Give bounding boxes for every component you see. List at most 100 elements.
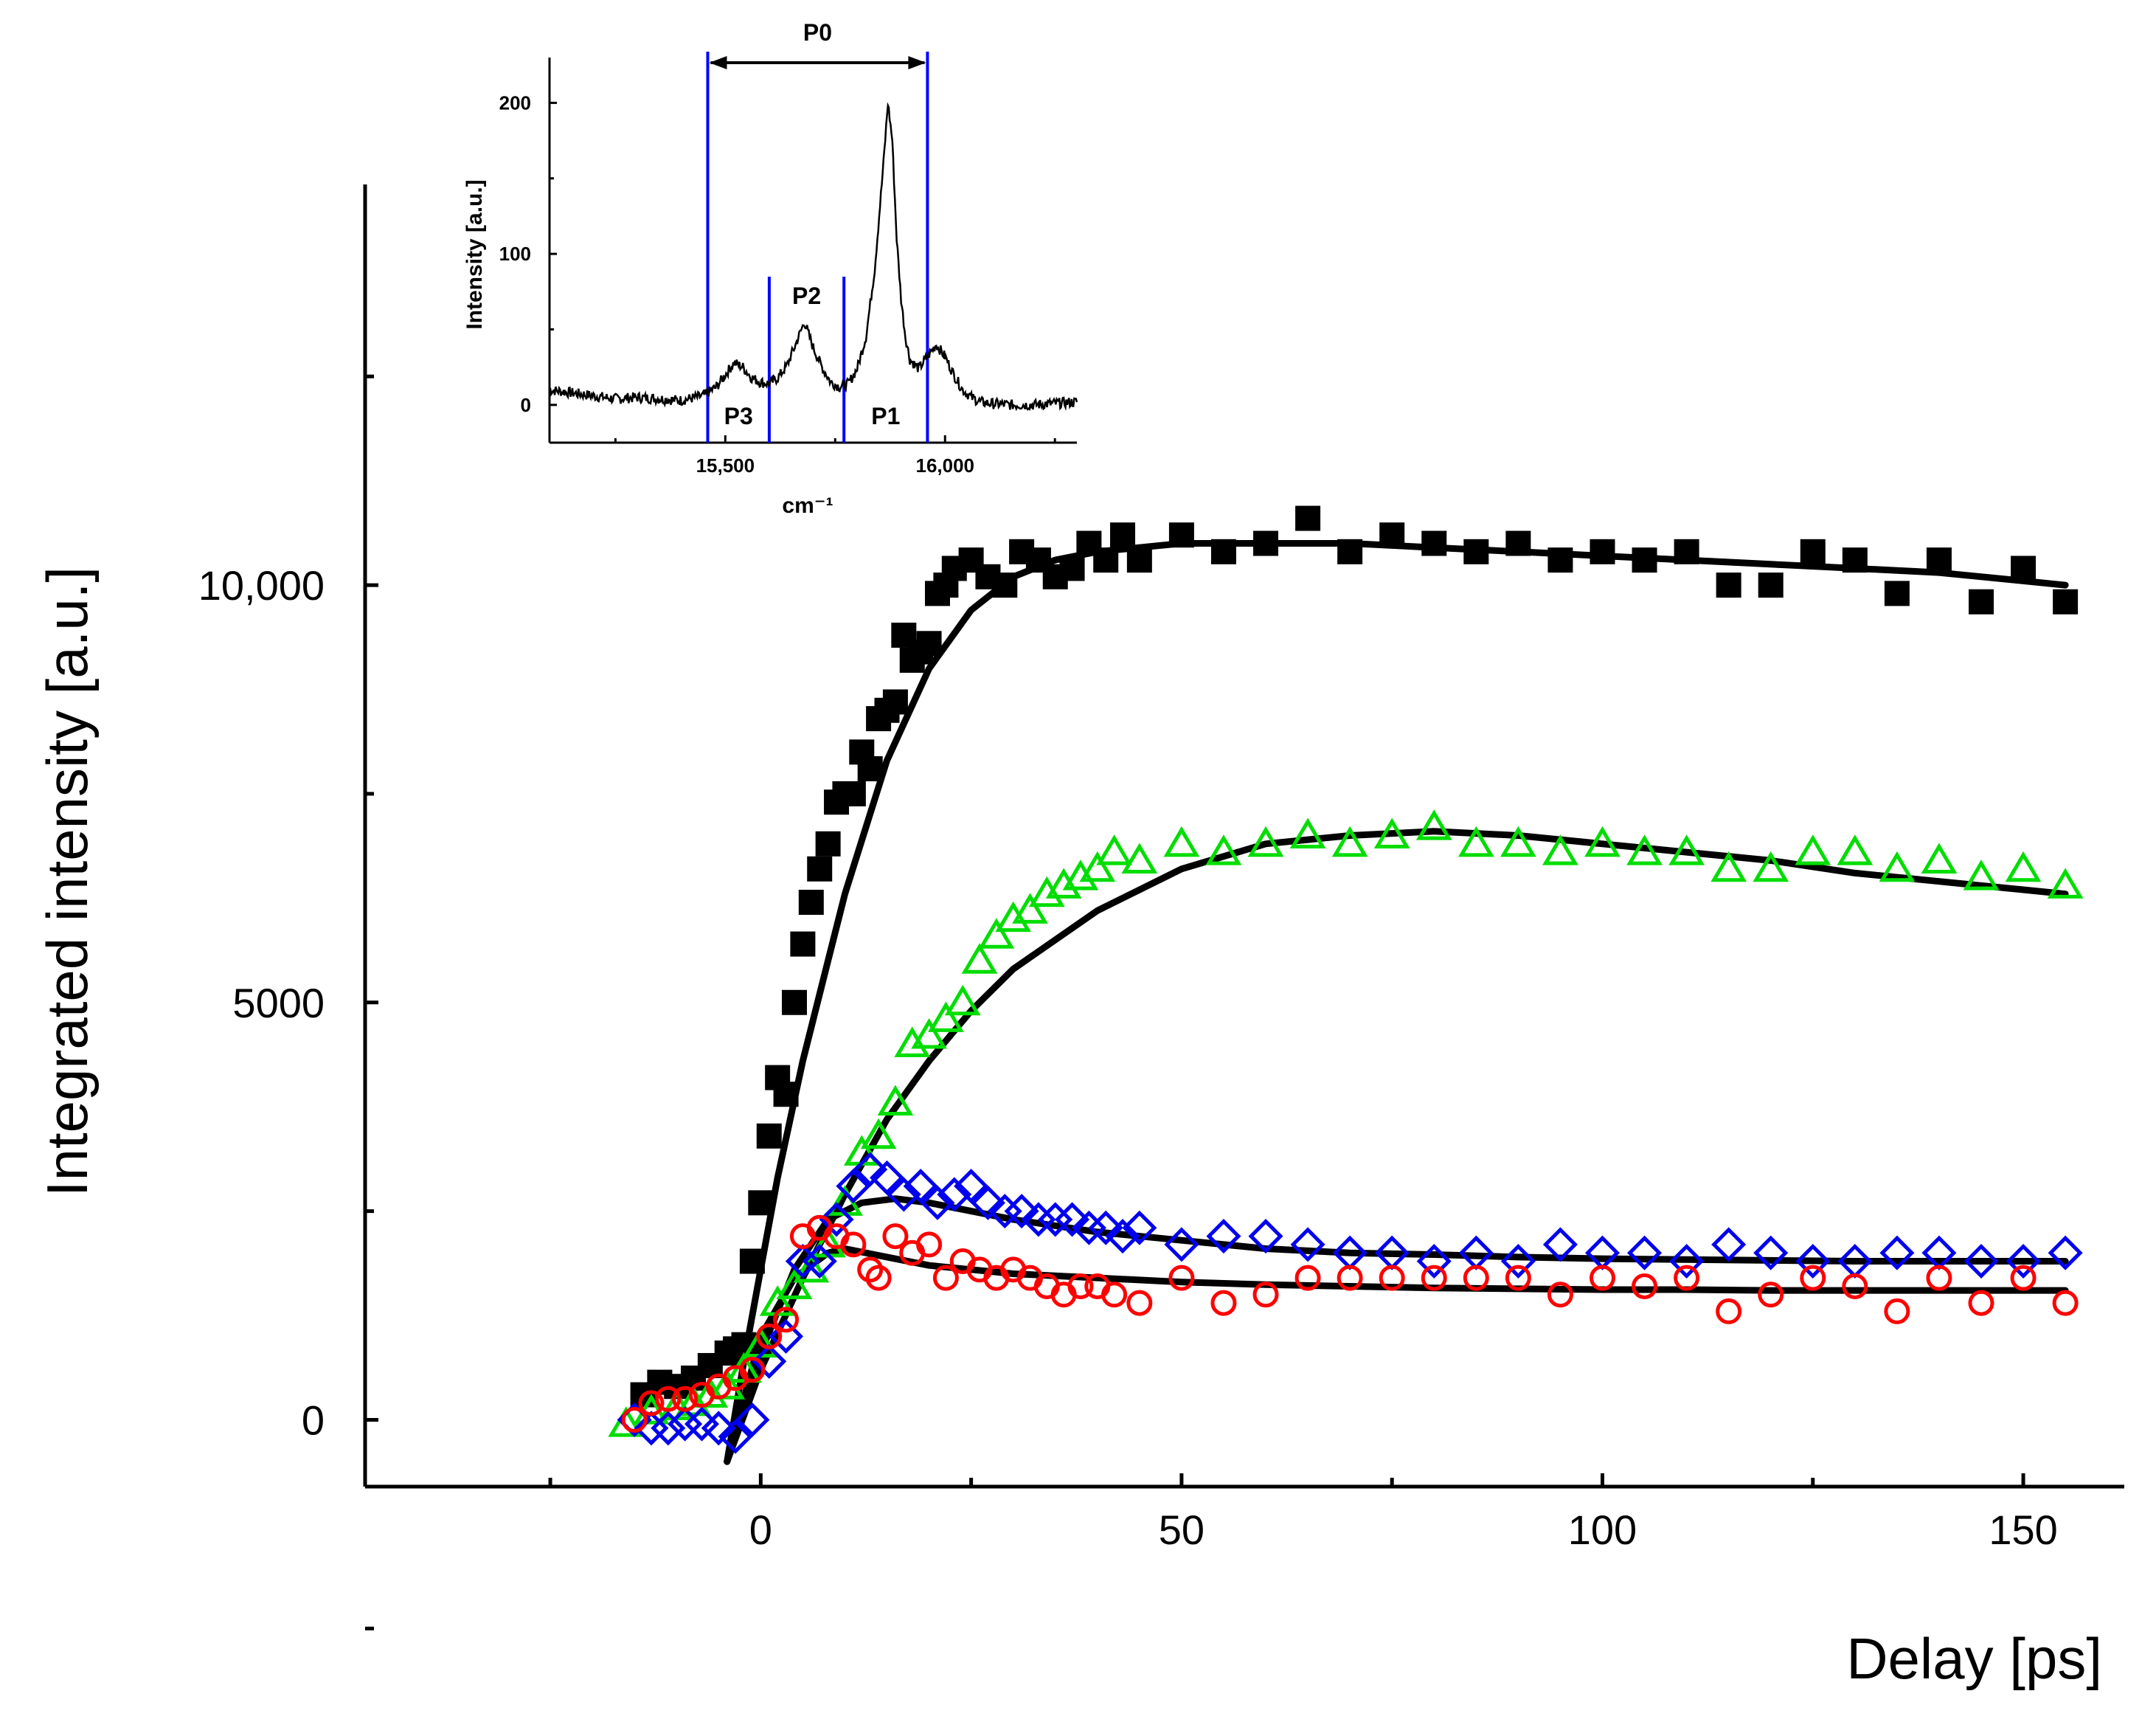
p0-point — [1210, 539, 1236, 564]
p2-point — [634, 1411, 669, 1446]
p0-arrowhead-right — [908, 56, 926, 69]
p0-point — [1505, 530, 1531, 556]
p3-point — [1884, 1298, 1910, 1324]
p0-point — [756, 1123, 782, 1149]
p0-point — [1716, 573, 1741, 598]
p3-point — [840, 1231, 867, 1258]
p0-point — [1168, 522, 1194, 548]
p2-point — [836, 1169, 871, 1204]
p0-point — [1110, 522, 1136, 548]
p3-point — [638, 1390, 665, 1417]
p1-point — [860, 1118, 897, 1149]
p2-point — [752, 1343, 787, 1379]
p3-point — [1842, 1273, 1868, 1299]
p2-point — [1416, 1243, 1452, 1279]
p1-point — [793, 1251, 830, 1283]
inset-y-tick-label: 0 — [521, 394, 531, 416]
p3-point — [1505, 1265, 1531, 1291]
p2-point — [1122, 1210, 1157, 1245]
p0-point — [1059, 556, 1085, 581]
p1-point — [1500, 826, 1536, 857]
p2-point — [1963, 1243, 1999, 1279]
p3-point — [1926, 1265, 1952, 1291]
p0-point — [1969, 589, 1994, 615]
p1-point — [978, 918, 1015, 949]
p3-point — [916, 1231, 943, 1258]
p0-point — [1926, 547, 1952, 573]
p2-point — [718, 1419, 753, 1454]
p0-point — [781, 989, 807, 1015]
p2-point — [1753, 1235, 1789, 1270]
p3-point — [655, 1386, 682, 1412]
p0-point — [739, 1248, 765, 1274]
p1-point — [1289, 817, 1326, 848]
p2-point — [651, 1411, 686, 1446]
p3-point — [932, 1265, 959, 1291]
p3-point — [1421, 1265, 1447, 1291]
p3-point — [1337, 1265, 1363, 1291]
p0-point — [1758, 573, 1784, 598]
x-tick-label: 50 — [1159, 1507, 1204, 1553]
p1-point — [1795, 834, 1831, 865]
p0-point — [1547, 547, 1573, 573]
p2-point — [937, 1177, 972, 1212]
main-points — [608, 505, 2084, 1454]
p3-point — [1101, 1282, 1128, 1308]
p1-point — [1963, 860, 2000, 890]
p2-point — [785, 1243, 820, 1279]
p1-point — [1542, 834, 1578, 865]
p1-point — [1331, 826, 1368, 857]
p0-point — [815, 831, 841, 857]
inset-plot: 15,500 16,000 0 100 200 P3 P2 P1 P0 cm⁻¹ Intens… — [462, 19, 1078, 518]
fit-curve — [724, 1195, 2069, 1465]
inset-y-axis-title: Intensity [a.u.] — [462, 179, 487, 329]
p0-point — [798, 890, 824, 916]
p0-point — [1379, 522, 1405, 548]
p2-point — [1021, 1202, 1056, 1237]
p3-point — [739, 1357, 766, 1383]
p0-point — [1463, 539, 1489, 564]
p3-point — [621, 1406, 648, 1433]
p1-point — [1710, 851, 1747, 882]
p1-point — [995, 901, 1032, 933]
p3-point — [1168, 1265, 1195, 1291]
p1-point — [2005, 851, 2042, 882]
p2-point — [1038, 1202, 1073, 1237]
p3-point — [1379, 1265, 1405, 1291]
p1-point — [1079, 851, 1116, 882]
p3-point — [1968, 1290, 1994, 1316]
main-fits — [724, 540, 2069, 1465]
p2-point — [920, 1185, 955, 1220]
inset-y-tick-label: 100 — [499, 243, 531, 265]
p0-point — [1590, 539, 1615, 564]
p2-point — [1627, 1235, 1663, 1270]
p2-point — [2048, 1235, 2083, 1270]
p3-point — [672, 1386, 699, 1412]
p2-point — [970, 1185, 1005, 1220]
x-tick-label: 150 — [1989, 1507, 2057, 1553]
p0-point — [857, 755, 883, 781]
p3-point — [1252, 1282, 1279, 1308]
p3-point — [1632, 1273, 1658, 1299]
inset-x-axis-title: cm⁻¹ — [782, 494, 833, 518]
p2-point — [1071, 1210, 1106, 1245]
p3-point — [1210, 1290, 1237, 1316]
main-axes: 0 50 100 150 0 5000 10,000 — [198, 184, 2124, 1630]
p3-point — [857, 1256, 884, 1283]
p0-point — [1674, 539, 1699, 564]
p2-point — [1669, 1243, 1705, 1279]
p3-point — [2010, 1265, 2037, 1291]
p3-point — [1547, 1282, 1573, 1308]
p1-point — [692, 1377, 729, 1408]
y-tick-label: 0 — [302, 1397, 325, 1443]
p0-point — [1337, 539, 1363, 564]
p0-point — [992, 573, 1018, 598]
p2-point — [853, 1152, 888, 1187]
p1-point — [675, 1385, 712, 1417]
p1-point — [1626, 834, 1663, 865]
p3-point — [865, 1265, 892, 1291]
p3-point — [1126, 1290, 1153, 1316]
p2-point — [735, 1402, 770, 1438]
p3-point — [1674, 1265, 1700, 1291]
